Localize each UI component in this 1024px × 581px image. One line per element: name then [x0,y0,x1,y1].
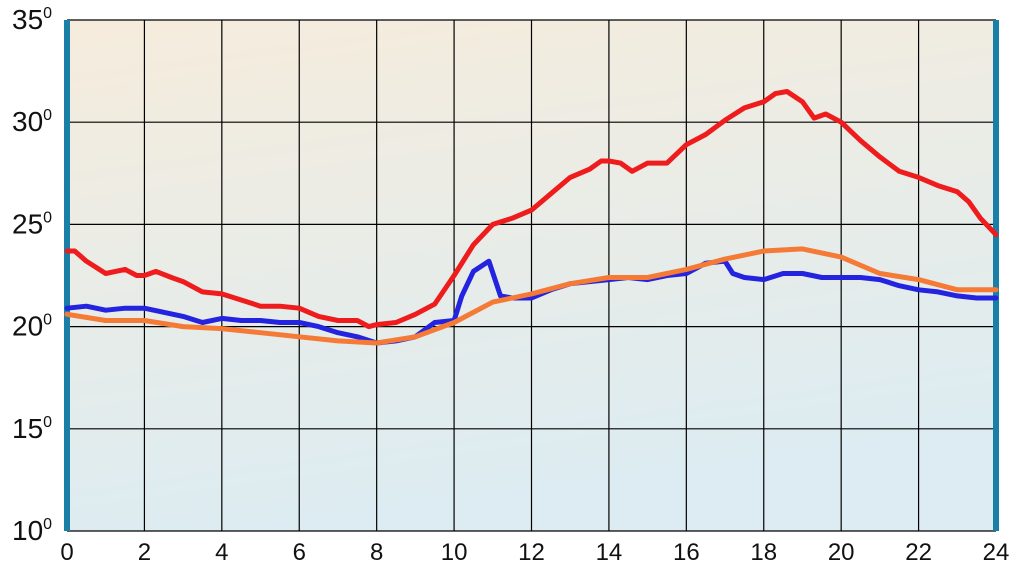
x-tick-label: 16 [673,539,700,566]
x-tick-label: 0 [60,539,73,566]
x-tick-label: 6 [293,539,306,566]
y-tick-label: 200 [12,311,52,342]
right-axis-bar [993,20,999,531]
y-tick-label: 300 [12,106,52,137]
y-tick-label: 350 [12,4,52,35]
y-tick-label: 100 [12,515,52,546]
series-line-3 [64,246,999,346]
x-tick-label: 22 [905,539,932,566]
y-tick-label: 250 [12,208,52,239]
x-tick-label: 4 [215,539,228,566]
series-lines [64,89,999,346]
x-tick-label: 10 [441,539,468,566]
x-tick-label: 24 [983,539,1010,566]
x-tick-label: 20 [828,539,855,566]
x-tick-label: 8 [370,539,383,566]
y-tick-label: 150 [12,413,52,444]
x-tick-label: 2 [138,539,151,566]
x-tick-label: 12 [518,539,545,566]
x-axis-tick-labels: 0 2 4 6 8 10 12 14 16 18 20 22 24 [60,539,1009,566]
series-line-1 [64,89,999,330]
y-axis-tick-labels: 100 150 200 250 300 350 [12,4,52,546]
x-tick-label: 14 [596,539,623,566]
left-axis-bar [64,20,70,531]
side-bars [64,20,999,531]
x-tick-label: 18 [750,539,777,566]
